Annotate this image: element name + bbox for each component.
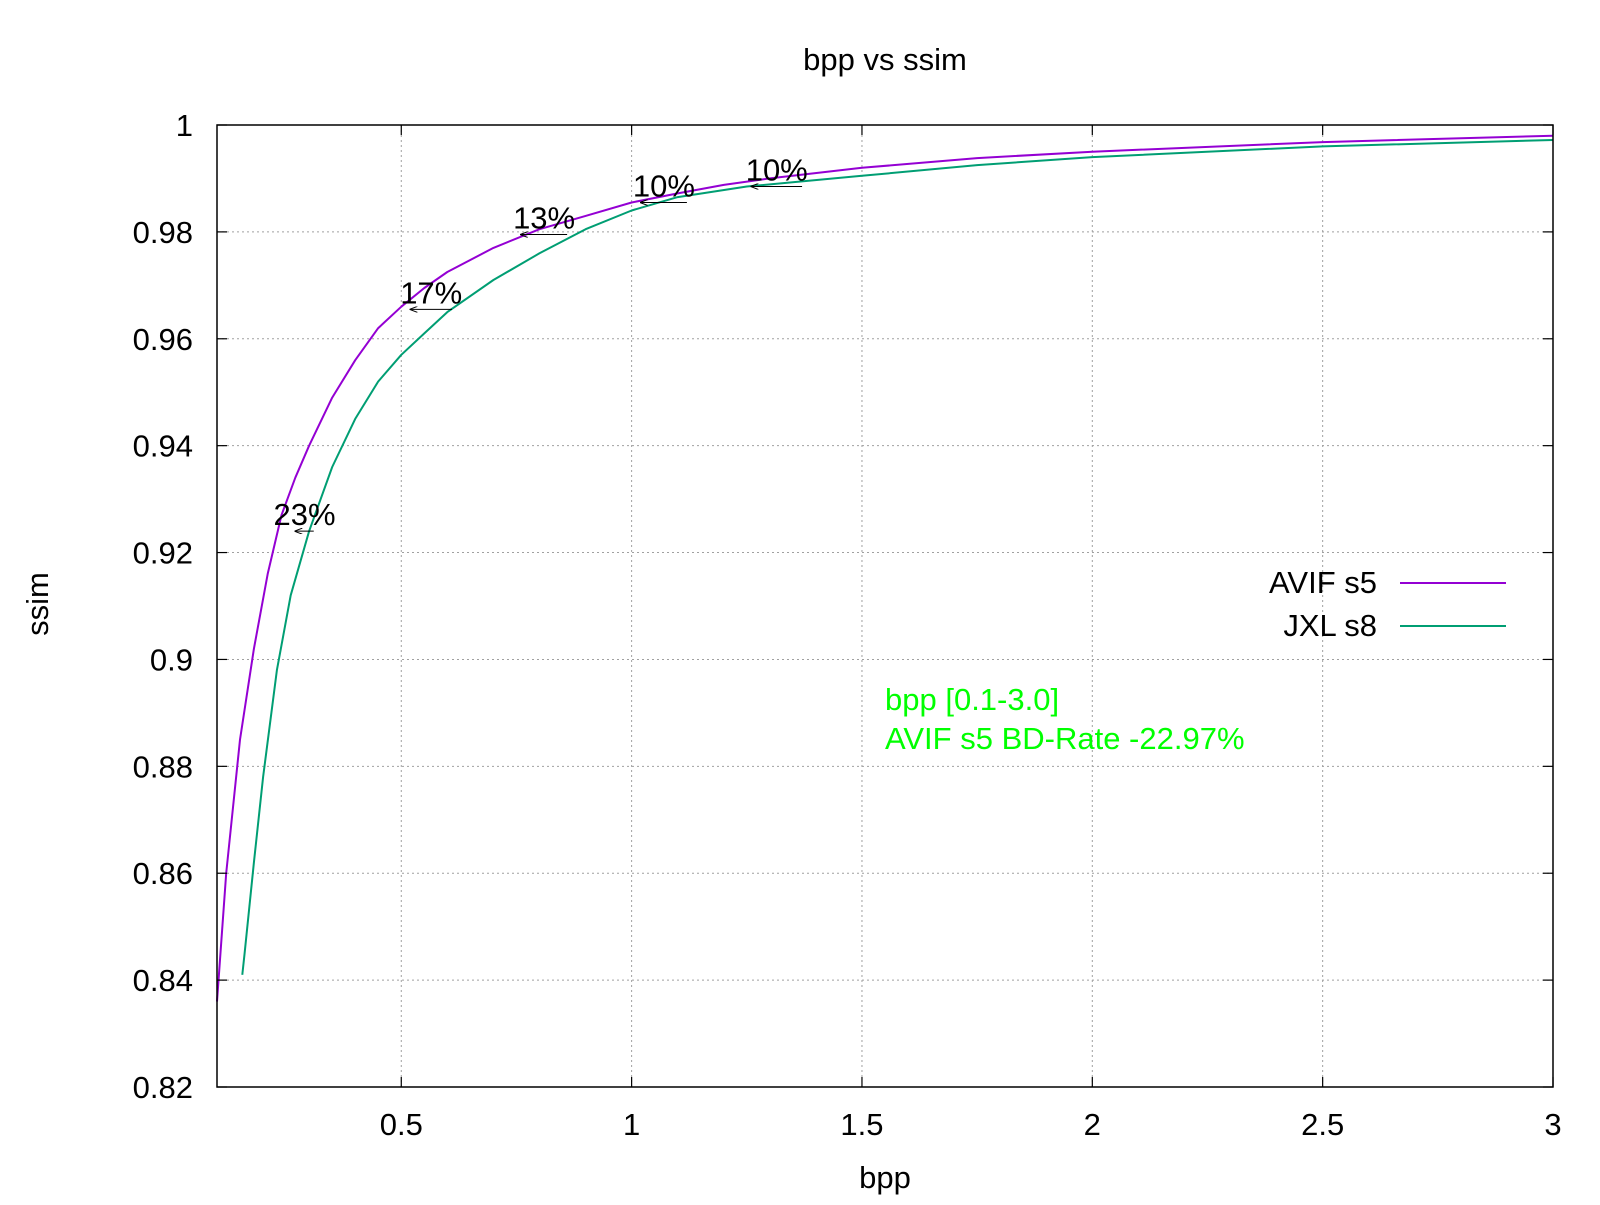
y-tick-label: 0.84 xyxy=(133,963,193,998)
annotations: 23% 17% 13% 10% 10% xyxy=(274,152,808,532)
x-tick-label: 3 xyxy=(1544,1107,1561,1142)
series-line-avif-s5 xyxy=(216,134,1554,1002)
annotation-label: 23% xyxy=(274,497,336,532)
bd-rate-label: bpp [0.1-3.0] AVIF s5 BD-Rate -22.97% xyxy=(885,682,1245,756)
bd-rate-value: AVIF s5 BD-Rate -22.97% xyxy=(885,721,1245,756)
annotation-label: 10% xyxy=(633,168,695,203)
y-tick-label: 1 xyxy=(176,108,193,143)
x-tick-label: 2 xyxy=(1084,1107,1101,1142)
series-line-jxl-s8 xyxy=(241,139,1554,975)
legend: AVIF s5 JXL s8 xyxy=(1269,565,1506,643)
y-tick-label: 0.92 xyxy=(133,536,193,571)
annotation-label: 17% xyxy=(400,275,462,310)
y-tick-label: 0.94 xyxy=(133,429,193,464)
x-axis-title: bpp xyxy=(859,1160,911,1195)
series-group xyxy=(216,134,1554,1002)
y-tick-label: 0.86 xyxy=(133,856,193,891)
annotation-label: 13% xyxy=(513,201,575,236)
plot-frame xyxy=(216,124,1554,1088)
grid xyxy=(217,125,1553,1087)
chart-title: bpp vs ssim xyxy=(803,42,967,77)
y-tick-label: 0.88 xyxy=(133,749,193,784)
x-tick-label: 1 xyxy=(623,1107,640,1142)
x-tick-label: 2.5 xyxy=(1301,1107,1344,1142)
y-tick-label: 0.98 xyxy=(133,215,193,250)
legend-label-avif: AVIF s5 xyxy=(1269,565,1377,600)
y-axis-title: ssim xyxy=(20,572,55,636)
annotation-label: 10% xyxy=(746,152,808,187)
axis-ticks: 0.82 0.84 0.86 0.88 0.9 0.92 0.94 0.96 0.98 1 0.5 1… xyxy=(133,108,1562,1142)
legend-label-jxl: JXL s8 xyxy=(1283,608,1377,643)
y-tick-label: 0.9 xyxy=(150,642,193,677)
bd-rate-range: bpp [0.1-3.0] xyxy=(885,682,1059,717)
y-tick-label: 0.82 xyxy=(133,1070,193,1105)
x-tick-label: 0.5 xyxy=(380,1107,423,1142)
y-tick-label: 0.96 xyxy=(133,322,193,357)
x-tick-label: 1.5 xyxy=(840,1107,883,1142)
